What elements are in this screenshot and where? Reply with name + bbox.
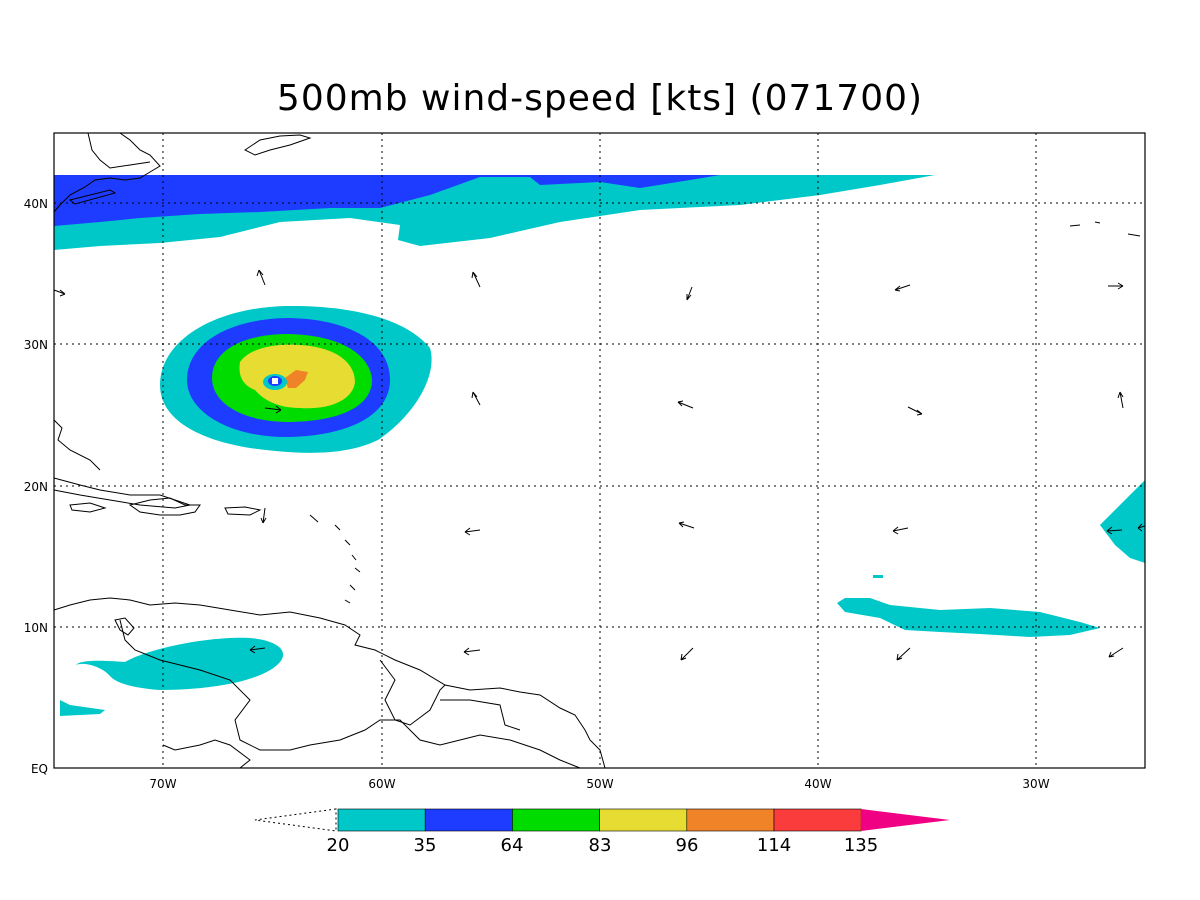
- wind-arrow: [680, 647, 694, 661]
- wind-arrow: [896, 647, 911, 661]
- colorbar: 20 35 64 83 96 114 135: [254, 808, 950, 856]
- colorbar-box: [686, 808, 775, 832]
- puerto-rico: [224, 506, 262, 516]
- wind-arrow: [260, 507, 267, 524]
- lake-maracaibo: [114, 617, 135, 636]
- wind-arrow: [464, 527, 481, 536]
- colorbar-label: 35: [414, 835, 437, 856]
- colorbar-label: 96: [676, 835, 699, 856]
- wind-arrow: [1108, 647, 1124, 658]
- new-england-coast: [87, 132, 151, 169]
- colorbar-high-triangle: [861, 809, 950, 831]
- wind-arrow: [686, 286, 693, 301]
- wind-arrow: [1137, 523, 1146, 532]
- plot-frame: [53, 132, 1146, 769]
- colombia-border: [162, 739, 251, 769]
- hurricane-orange-region: [285, 370, 308, 388]
- latitude-labels: 40N 30N 20N 10N EQ: [24, 197, 48, 776]
- lon-label: 30W: [1022, 777, 1049, 791]
- colorbar-low-triangle: [254, 808, 337, 832]
- lon-label: 50W: [586, 777, 613, 791]
- colorbar-box: [512, 808, 600, 832]
- colorbar-box: [337, 808, 426, 832]
- jet-blue-region: [54, 175, 720, 226]
- wind-vectors: [53, 269, 1146, 661]
- colorbar-labels: 20 35 64 83 96 114 135: [327, 835, 879, 856]
- colorbar-box: [599, 808, 688, 832]
- jamaica: [69, 502, 107, 513]
- colorbar-label: 64: [501, 835, 524, 856]
- lesser-antilles: [309, 514, 361, 604]
- lat-label: 20N: [24, 480, 48, 494]
- hispaniola: [128, 497, 201, 516]
- lon-label: 70W: [149, 777, 176, 791]
- wind-arrow: [256, 269, 266, 286]
- wind-arrow: [892, 526, 909, 535]
- colorbar-label: 135: [844, 835, 878, 856]
- florida-bahamas: [53, 419, 101, 471]
- wind-arrow: [249, 645, 266, 654]
- page-title: 500mb wind-speed [kts] (071700): [276, 78, 924, 119]
- colorbar-label: 114: [757, 835, 791, 856]
- lon-label: 60W: [368, 777, 395, 791]
- wind-arrow: [463, 647, 481, 656]
- lat-label: 40N: [24, 197, 48, 211]
- caribbean-cyan-patch: [60, 700, 105, 716]
- wind-arrow: [678, 521, 695, 529]
- azores: [1069, 221, 1141, 237]
- small-cyan-fleck: [873, 575, 883, 578]
- suriname-border: [440, 699, 521, 731]
- colorbar-box: [424, 808, 513, 832]
- south-america-north-coast: [53, 597, 606, 769]
- caribbean-cyan-region: [76, 637, 284, 690]
- wind-arrow: [264, 405, 282, 414]
- wind-arrow: [1108, 282, 1124, 290]
- lat-label: 30N: [24, 338, 48, 352]
- lon-label: 40W: [804, 777, 831, 791]
- lat-label: EQ: [31, 762, 48, 776]
- hurricane-eye-core: [272, 378, 278, 384]
- wind-arrow: [1106, 526, 1123, 535]
- guyana-border: [379, 659, 446, 726]
- colorbar-label: 83: [589, 835, 612, 856]
- wind-arrow: [53, 289, 66, 297]
- wind-shading: [54, 175, 1145, 716]
- colorbar-box: [773, 808, 862, 832]
- lat-label: 10N: [24, 621, 48, 635]
- wind-arrow: [894, 284, 911, 292]
- wind-arrow: [677, 400, 694, 409]
- wind-arrow: [471, 271, 481, 288]
- nova-scotia-coast: [244, 134, 312, 156]
- long-island: [68, 189, 117, 205]
- coastlines: [53, 132, 1141, 769]
- colorbar-boxes: [337, 808, 862, 832]
- midatlantic-cyan-region: [837, 598, 1100, 637]
- colorbar-label: 20: [327, 835, 350, 856]
- wind-arrow: [907, 406, 923, 416]
- wind-arrow: [471, 391, 481, 406]
- wind-arrow: [1117, 391, 1124, 409]
- longitude-labels: 70W 60W 50W 40W 30W: [149, 777, 1049, 791]
- east-cyan-region: [1100, 480, 1145, 563]
- northeast-us-coast: [53, 132, 161, 213]
- venezuela-interior: [119, 619, 581, 769]
- cuba: [53, 477, 192, 509]
